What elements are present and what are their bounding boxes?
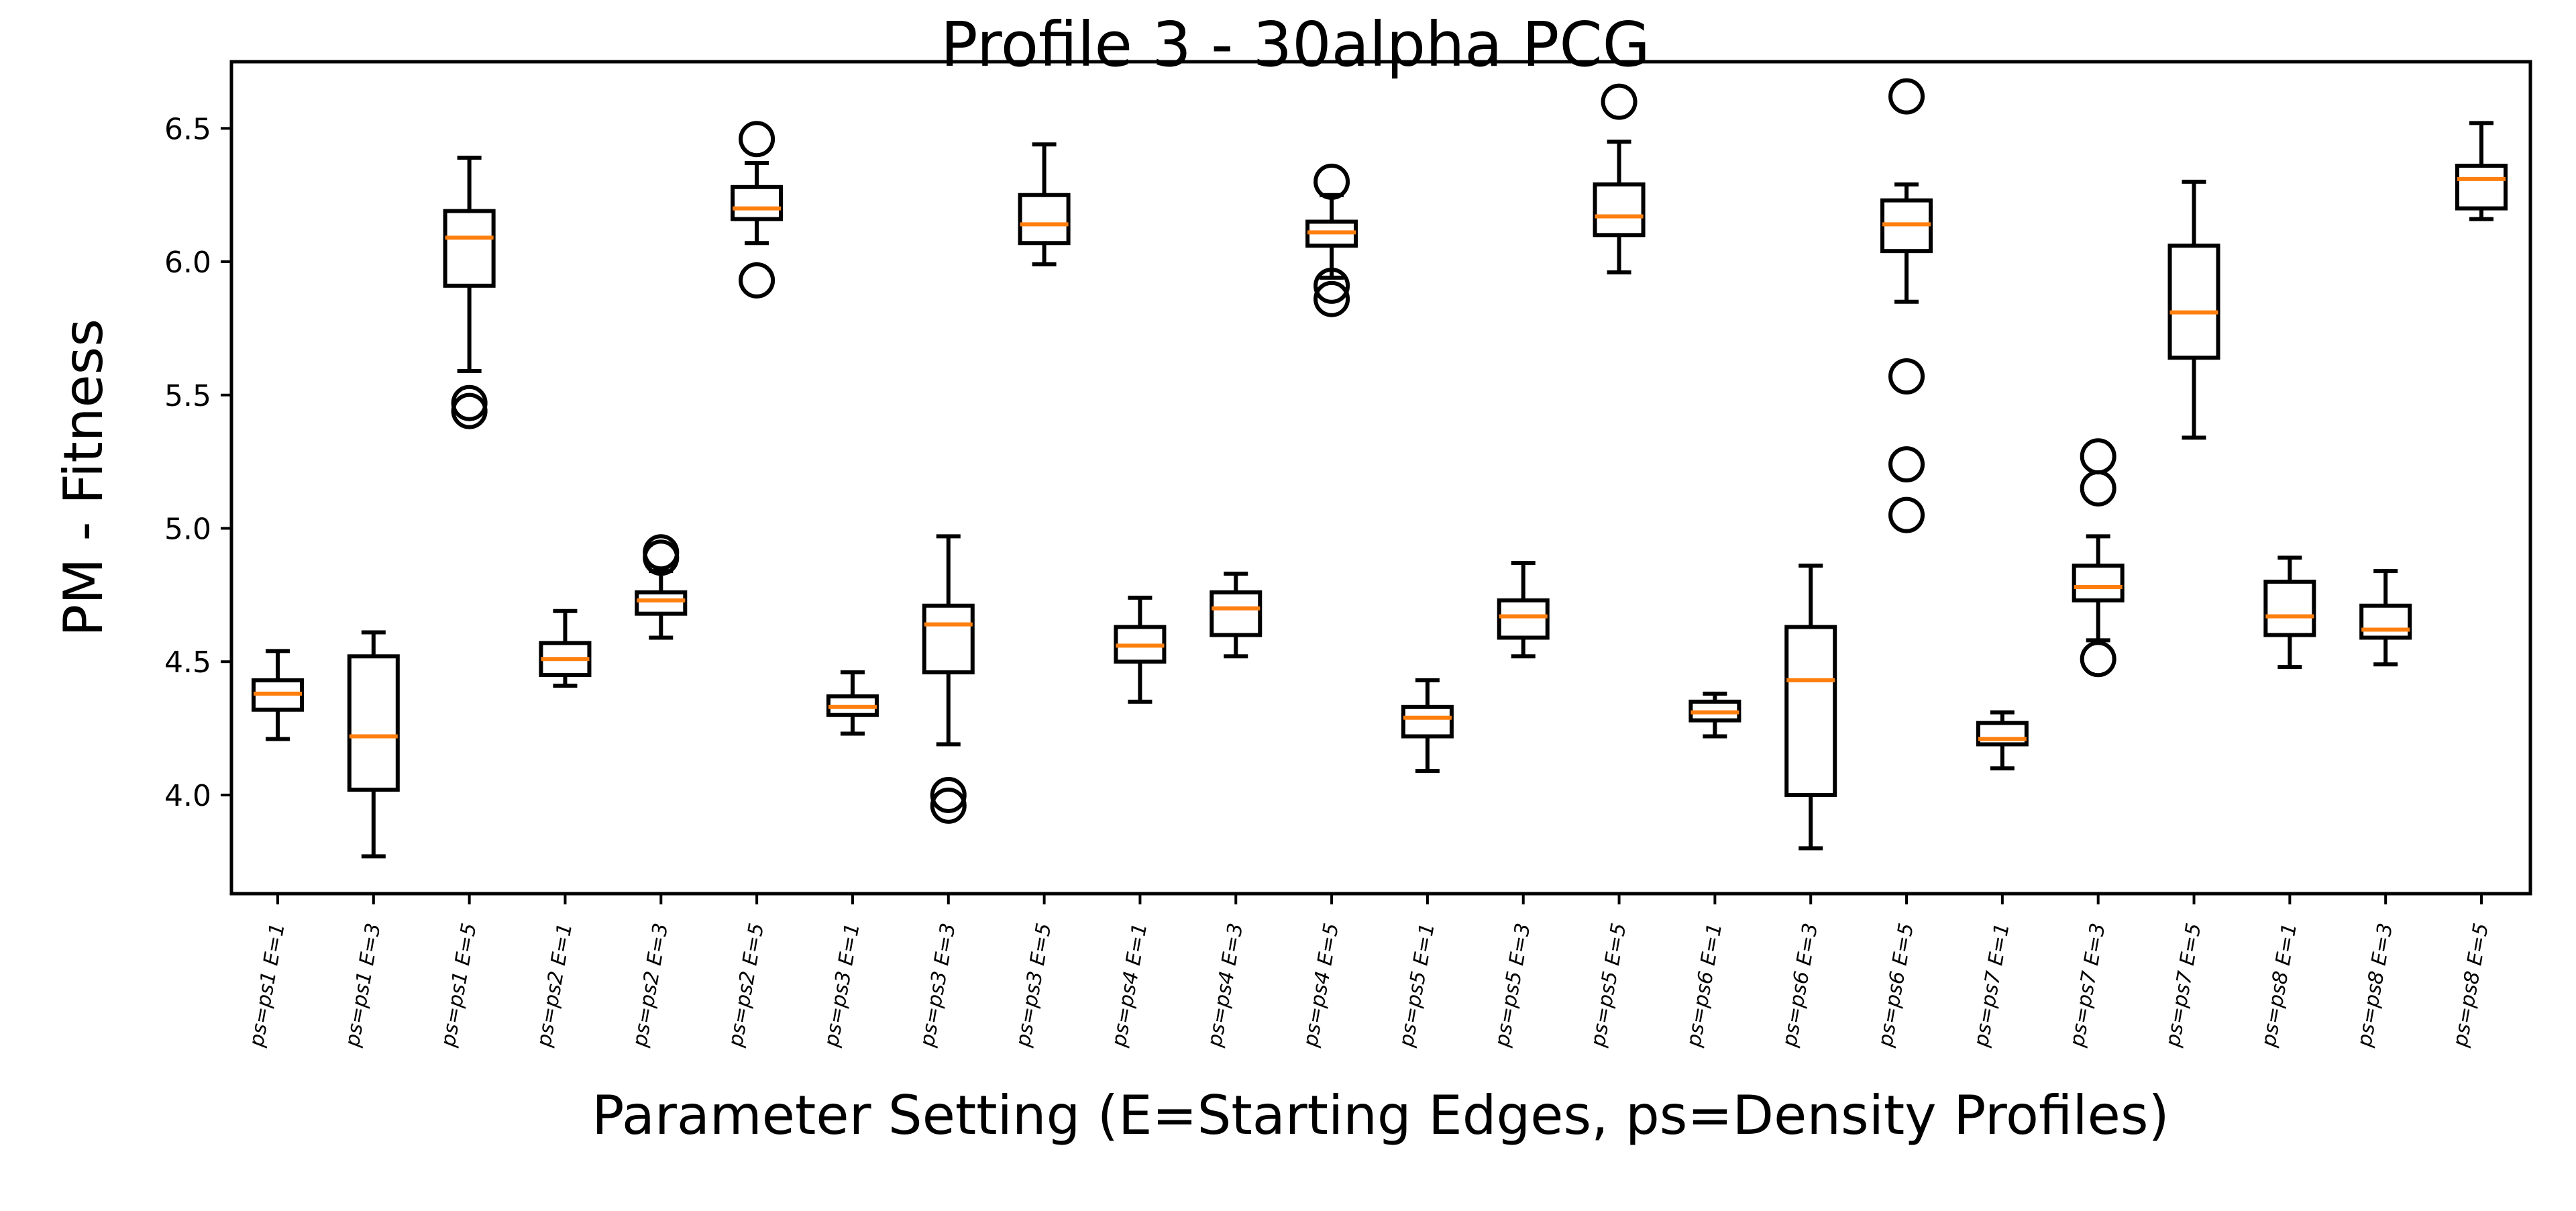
box [1401,704,1454,739]
outlier-point [1313,267,1350,304]
box-group [1784,564,1837,851]
y-tick-label: 5.5 [164,379,211,413]
box-group [1018,142,1071,267]
outlier-point [1888,358,1925,394]
box [922,603,975,675]
outlier-point [643,539,680,576]
y-tick-label: 6.5 [164,112,211,146]
outlier-point [1888,446,1925,483]
outlier-point [1888,78,1925,115]
box [1497,598,1550,640]
axes-frame [229,60,2532,896]
y-tick-label: 5.0 [164,513,211,547]
outlier-point [930,787,967,824]
box-group [1688,691,1741,739]
chart-title: Profile 3 - 30alpha PCG [941,9,1650,81]
box-group [1401,678,1454,774]
outlier-point [739,262,775,299]
box-group [1305,163,1358,317]
y-tick-label: 6.0 [164,246,211,280]
box-group [731,121,784,299]
box-group [347,630,400,859]
outlier-point [2080,470,2116,507]
x-axis-label: Parameter Setting (E=Starting Edges, ps=… [592,1084,2169,1147]
box [2455,164,2508,211]
box-group [2455,121,2508,221]
box [347,654,400,792]
box [2359,603,2412,640]
box [443,209,496,288]
outlier-point [1313,163,1350,200]
y-tick-label: 4.0 [164,779,211,813]
box-group [443,156,496,429]
box-group [1976,710,2029,771]
box [2072,564,2125,602]
outlier-point [930,776,967,813]
box-group [2072,438,2125,678]
box-group [1114,595,1167,704]
outlier-point [1888,496,1925,533]
box-group [826,670,879,736]
box-group [2167,179,2220,440]
outlier-point [1601,83,1638,120]
outlier-point [2080,641,2116,678]
outlier-point [451,392,488,429]
box [1593,182,1646,238]
box [731,185,784,221]
box-group [1497,561,1550,659]
box-group [2359,569,2412,667]
box [1018,193,1071,246]
y-tick-label: 4.5 [164,645,211,680]
box-group [922,534,975,824]
box [2263,580,2316,637]
box-group [1880,78,1933,533]
outlier-point [1313,280,1350,317]
box-group [1210,572,1263,659]
box [2167,244,2220,360]
box-group [635,534,688,640]
box [635,590,688,616]
outlier-point [739,121,775,158]
y-axis-label: PM - Fitness [52,319,115,637]
box-group [1593,83,1646,274]
box [1976,721,2029,747]
box-group [2263,556,2316,670]
box [1784,625,1837,797]
box [1210,590,1263,637]
box-group [252,649,304,741]
box-group [539,609,592,688]
